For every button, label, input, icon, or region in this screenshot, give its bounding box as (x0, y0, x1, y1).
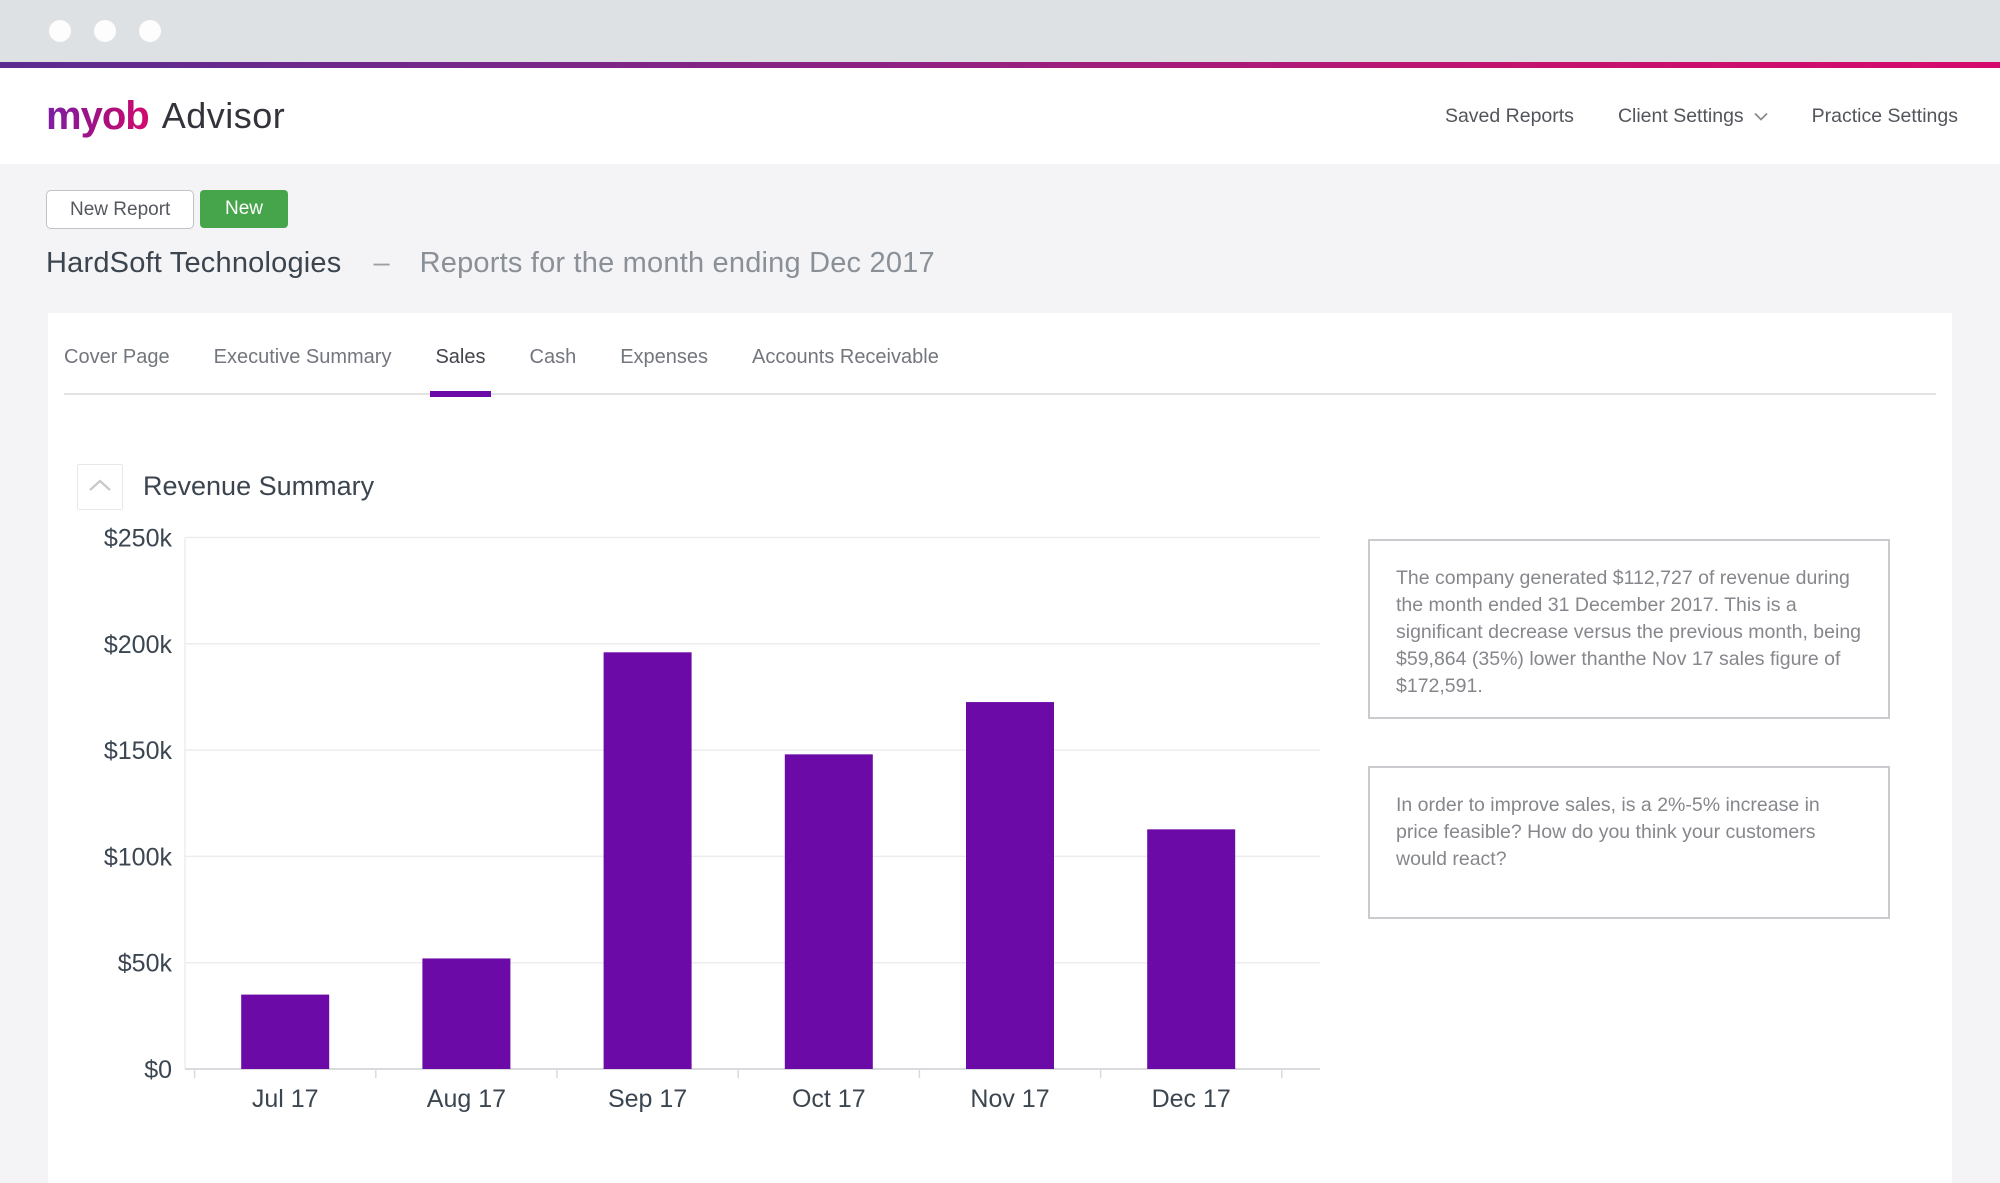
tab-expenses[interactable]: Expenses (620, 346, 709, 368)
chevron-up-icon (88, 479, 112, 495)
x-tick-label: Oct 17 (792, 1085, 866, 1113)
commentary-text: The company generated $112,727 of revenu… (1396, 567, 1862, 697)
myob-logo: myob (46, 93, 150, 138)
x-tick-label: Sep 17 (608, 1085, 687, 1113)
chart-bar-aug-17 (422, 958, 511, 1069)
window-control-dot[interactable] (49, 20, 71, 42)
client-name: HardSoft Technologies (46, 247, 342, 279)
page-background: New Report New HardSoft Technologies – R… (0, 164, 2000, 1183)
x-tick-label: Jul 17 (252, 1085, 319, 1113)
report-period: Reports for the month ending Dec 2017 (419, 247, 935, 279)
tab-executive-summary[interactable]: Executive Summary (213, 346, 392, 368)
chart-bar-oct-17 (784, 754, 873, 1069)
tab-accounts-receivable[interactable]: Accounts Receivable (752, 346, 939, 368)
top-navigation: Saved Reports Client Settings Practice S… (1445, 68, 1958, 164)
report-card: Cover Page Executive Summary Sales Cash … (48, 313, 1952, 1183)
new-button[interactable]: New (200, 190, 289, 228)
app-header: myob Advisor Saved Reports Client Settin… (0, 68, 2000, 164)
commentary-box-question[interactable]: In order to improve sales, is a 2%-5% in… (1368, 766, 1890, 919)
collapse-section-button[interactable] (77, 464, 123, 510)
chart-bar-nov-17 (966, 702, 1054, 1069)
new-report-button[interactable]: New Report (46, 190, 195, 229)
window-control-dot[interactable] (139, 20, 161, 42)
y-tick-label: $200k (104, 631, 173, 659)
y-tick-label: $50k (118, 950, 173, 978)
nav-client-settings[interactable]: Client Settings (1618, 105, 1768, 128)
browser-title-bar (0, 0, 2000, 62)
tab-cover-page[interactable]: Cover Page (64, 346, 170, 368)
brand-gradient-divider (0, 62, 2000, 68)
chart-bar-sep-17 (603, 652, 692, 1069)
title-separator: – (373, 247, 390, 279)
commentary-text: In order to improve sales, is a 2%-5% in… (1396, 794, 1820, 870)
report-tabs: Cover Page Executive Summary Sales Cash … (64, 346, 1936, 397)
section-title: Revenue Summary (143, 471, 375, 501)
nav-practice-settings[interactable]: Practice Settings (1811, 104, 1958, 127)
report-title-row: HardSoft Technologies – Reports for the … (46, 247, 935, 280)
myob-advisor-logo: myob Advisor (46, 68, 285, 164)
chevron-down-icon (1754, 112, 1768, 121)
window-control-dot[interactable] (94, 20, 116, 42)
commentary-box-revenue[interactable]: The company generated $112,727 of revenu… (1368, 539, 1890, 719)
x-tick-label: Nov 17 (970, 1085, 1049, 1113)
tab-sales[interactable]: Sales (430, 346, 491, 397)
chart-bar-dec-17 (1147, 829, 1236, 1069)
y-tick-label: $250k (104, 525, 173, 553)
chart-bar-jul-17 (241, 994, 330, 1069)
x-tick-label: Dec 17 (1152, 1085, 1231, 1113)
tab-cash[interactable]: Cash (529, 346, 577, 368)
y-tick-label: $150k (104, 737, 173, 765)
revenue-bar-chart: $0 $50k $100k $150k $200k $250k Jul 17 Aug 17 Se… (104, 525, 1320, 1113)
x-tick-label: Aug 17 (427, 1085, 506, 1113)
y-tick-label: $100k (104, 843, 173, 871)
product-name: Advisor (161, 95, 286, 136)
y-tick-label: $0 (144, 1056, 172, 1084)
nav-saved-reports[interactable]: Saved Reports (1444, 104, 1574, 127)
